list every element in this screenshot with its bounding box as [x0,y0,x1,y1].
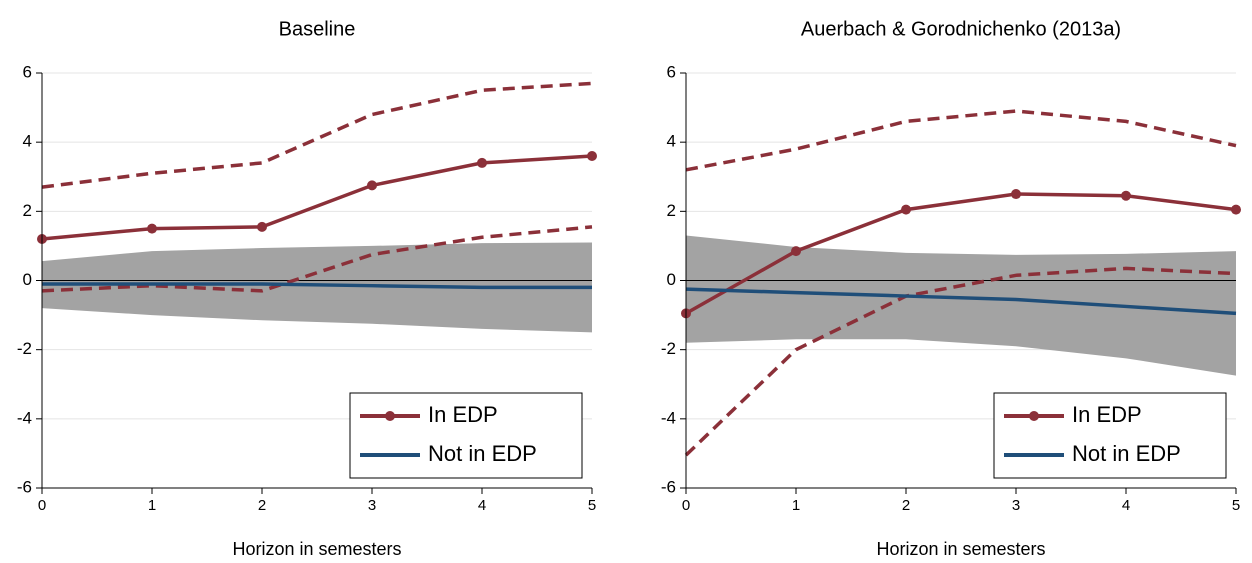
legend-box [993,392,1227,479]
marker [477,157,487,168]
x-tick-label: 1 [148,497,156,514]
confidence-band [686,235,1236,376]
series-line [685,287,1237,316]
x-tick-label: 3 [368,497,376,514]
x-tick-label: 4 [1122,497,1130,514]
x-tick-label: 0 [38,497,46,514]
legend-label: In EDP [1072,402,1142,427]
marker [1011,189,1021,200]
confidence-band [42,242,592,333]
confidence-bound [41,225,593,293]
marker [587,151,597,161]
y-tick-label: 2 [23,201,32,220]
y-tick-label: 0 [667,270,676,289]
x-axis-label: Horizon in semesters [876,539,1045,559]
legend-label: In EDP [428,402,498,427]
series-line [41,154,593,241]
legend-marker [1029,411,1039,421]
chart-title: Baseline [279,18,356,40]
x-tick-label: 5 [588,497,596,514]
y-tick-label: 0 [23,270,32,289]
y-tick-label: 4 [23,132,32,151]
legend-label: Not in EDP [1072,441,1181,466]
x-tick-label: 4 [478,497,486,514]
series-line [685,192,1237,315]
y-tick-label: -4 [661,408,676,427]
y-tick-label: -4 [17,408,32,427]
y-tick-label: -2 [661,339,676,358]
confidence-bound [685,109,1237,172]
marker [791,246,801,257]
y-tick-label: 6 [667,62,676,81]
chart-title: Auerbach & Gorodnichenko (2013a) [801,18,1121,40]
x-tick-label: 1 [792,497,800,514]
confidence-bound [684,266,1237,457]
marker [1121,190,1131,201]
y-tick-label: 6 [23,62,32,81]
marker [257,221,267,232]
y-tick-label: 2 [667,201,676,220]
marker [1231,204,1241,215]
x-tick-label: 2 [258,497,266,514]
marker [147,223,157,234]
x-axis-label: Horizon in semesters [232,539,401,559]
legend-label: Not in EDP [428,441,537,466]
y-tick-label: -6 [17,477,32,496]
marker [901,204,911,215]
legend-marker [385,411,395,421]
marker [367,180,377,191]
x-tick-label: 5 [1232,497,1240,514]
series-line [42,282,592,290]
x-tick-label: 0 [682,497,690,514]
y-tick-label: 4 [667,132,676,151]
x-tick-label: 2 [902,497,910,514]
legend-box [349,392,583,479]
x-tick-label: 3 [1012,497,1020,514]
confidence-bound [41,81,593,189]
y-tick-label: -6 [661,477,676,496]
y-tick-label: -2 [17,339,32,358]
